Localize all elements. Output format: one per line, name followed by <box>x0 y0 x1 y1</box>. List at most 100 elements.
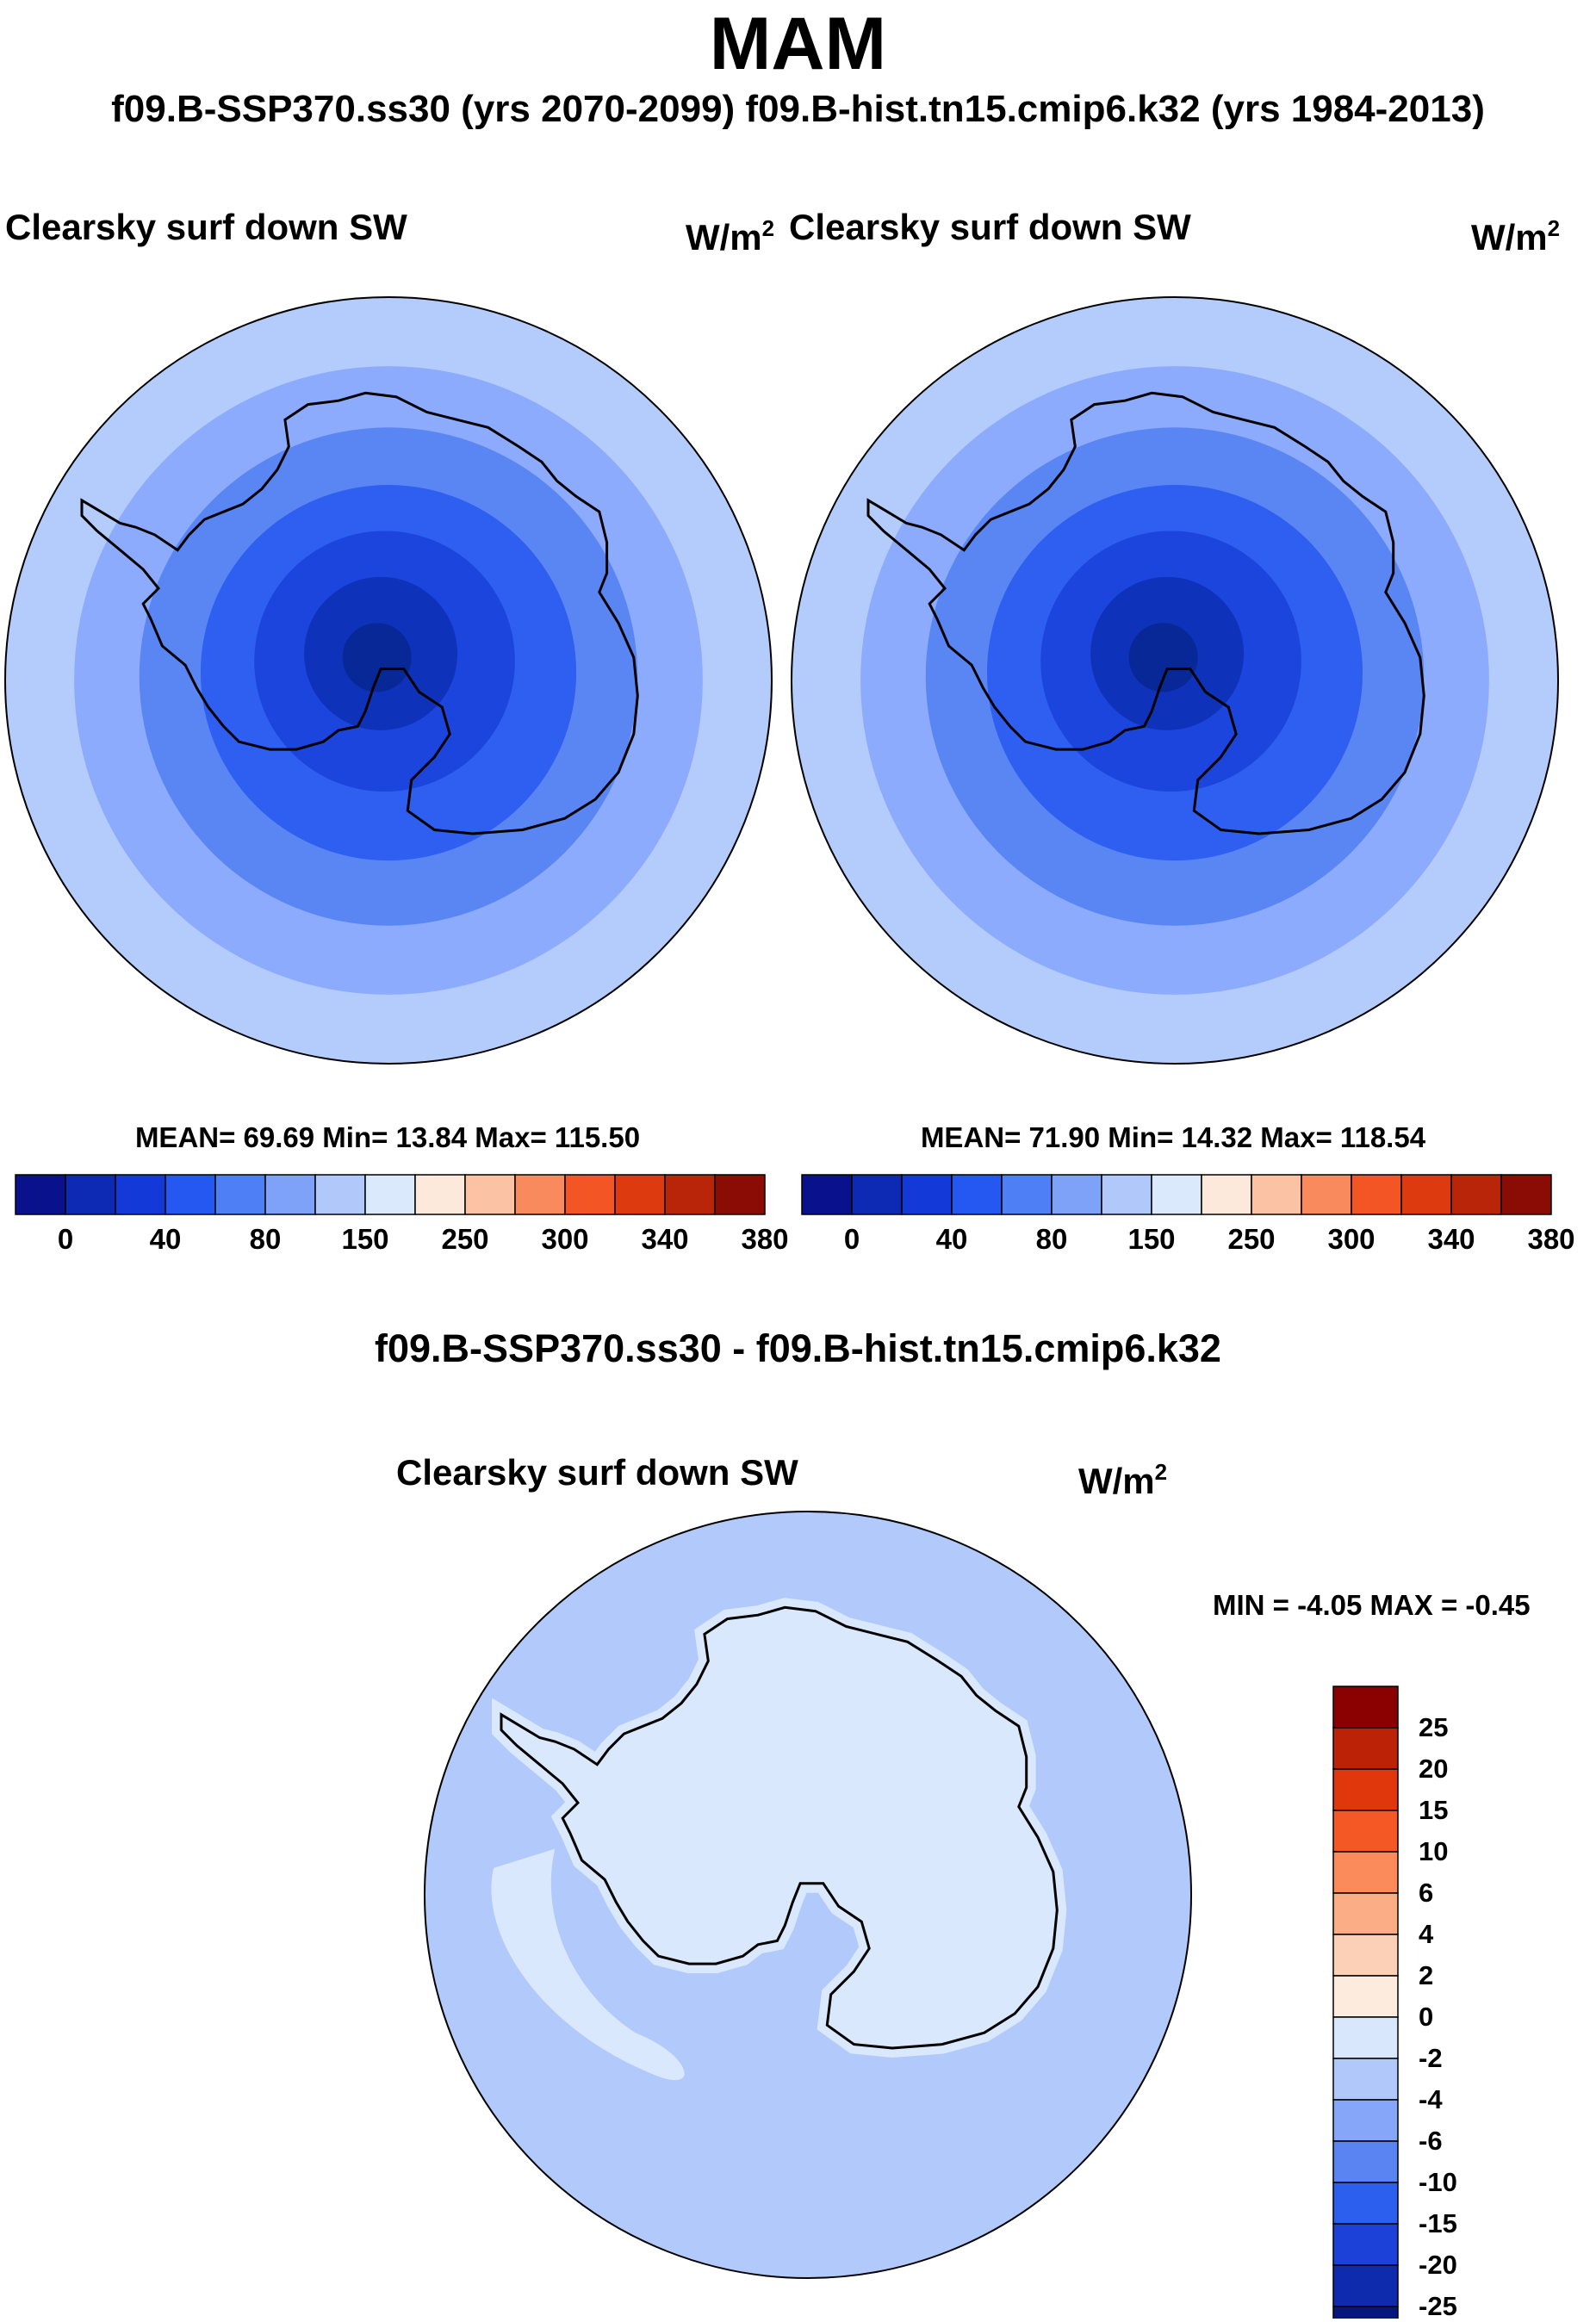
colorbar-tick-label: -2 <box>1419 2043 1443 2073</box>
colorbar-tick-label: 4 <box>1419 1919 1434 1949</box>
colorbar-tick-label: 300 <box>541 1223 589 1255</box>
colorbar-swatch <box>1450 1174 1502 1215</box>
colorbar-swatch <box>514 1174 566 1215</box>
difference-stats: MIN = -4.05 MAX = -0.45 <box>1213 1589 1531 1621</box>
colorbar-tick-label: 0 <box>843 1223 860 1255</box>
colorbar-swatch <box>1001 1174 1053 1215</box>
panel2-variable-label: Clearsky surf down SW <box>789 207 1191 247</box>
colorbar-swatch <box>1332 1851 1399 1894</box>
contour-band <box>1128 623 1198 692</box>
colorbar-swatch <box>314 1174 366 1215</box>
colorbar-swatch <box>1332 2140 1399 2183</box>
colorbar-swatch <box>364 1174 416 1215</box>
colorbar-swatch <box>464 1174 516 1215</box>
colorbar-tick-label: 150 <box>1127 1223 1176 1255</box>
map-border <box>4 296 773 1065</box>
colorbar-swatch <box>1301 1174 1352 1215</box>
panel1-variable-label: Clearsky surf down SW <box>5 207 407 247</box>
colorbar-swatch <box>414 1174 466 1215</box>
colorbar-swatch <box>214 1174 266 1215</box>
colorbar-tick-label: 80 <box>249 1223 282 1255</box>
colorbar-tick-label: 380 <box>1527 1223 1575 1255</box>
colorbar-tick-label: 0 <box>57 1223 74 1255</box>
colorbar-swatch <box>1051 1174 1102 1215</box>
colorbar-swatch <box>1500 1174 1552 1215</box>
colorbar-swatch <box>15 1174 66 1215</box>
colorbar-swatch <box>264 1174 316 1215</box>
colorbar-tick-label: -25 <box>1419 2291 1457 2321</box>
colorbar-tick-label: 40 <box>935 1223 968 1255</box>
colorbar-tick-label: 150 <box>341 1223 389 1255</box>
difference-colorbar <box>1332 1686 1399 2319</box>
figure-subtitle: f09.B-SSP370.ss30 (yrs 2070-2099) f09.B-… <box>111 88 1485 130</box>
antarctica-coastline <box>80 391 639 835</box>
colorbar-swatch <box>1101 1174 1152 1215</box>
colorbar-tick-label: 80 <box>1035 1223 1068 1255</box>
colorbar-swatch <box>1151 1174 1202 1215</box>
colorbar-tick-label: 340 <box>641 1223 689 1255</box>
antarctica-coastline <box>866 391 1425 835</box>
difference-polar-map <box>424 1511 1192 2279</box>
colorbar-swatch <box>1332 2058 1399 2101</box>
colorbar-swatch <box>115 1174 166 1215</box>
colorbar-tick-label: 340 <box>1427 1223 1475 1255</box>
colorbar-tick-label: 25 <box>1419 1712 1449 1742</box>
colorbar-swatch <box>165 1174 216 1215</box>
colorbar-swatch <box>1351 1174 1402 1215</box>
colorbar-tick-label: -20 <box>1419 2250 1457 2280</box>
panel2-units: W/m2 <box>1471 215 1561 258</box>
difference-title: f09.B-SSP370.ss30 - f09.B-hist.tn15.cmip… <box>375 1326 1221 1370</box>
colorbar-tick-label: 15 <box>1419 1795 1449 1825</box>
colorbar-swatch <box>1332 1975 1399 2018</box>
panel1-colorbar <box>15 1174 766 1215</box>
colorbar-tick-label: 250 <box>1227 1223 1276 1255</box>
colorbar-tick-label: 10 <box>1419 1836 1449 1866</box>
colorbar-tick-label: -15 <box>1419 2208 1457 2238</box>
panel2-stats: MEAN= 71.90 Min= 14.32 Max= 118.54 <box>920 1121 1426 1153</box>
colorbar-swatch <box>901 1174 953 1215</box>
colorbar-swatch <box>714 1174 766 1215</box>
colorbar-tick-label: 40 <box>149 1223 182 1255</box>
colorbar-swatch <box>1332 1686 1399 1729</box>
difference-variable-label: Clearsky surf down SW <box>396 1452 798 1493</box>
colorbar-swatch <box>1332 1892 1399 1935</box>
colorbar-swatch <box>614 1174 666 1215</box>
colorbar-swatch <box>851 1174 903 1215</box>
figure-title: MAM <box>709 3 887 85</box>
colorbar-swatch <box>1400 1174 1452 1215</box>
panel1-polar-map <box>4 296 773 1065</box>
panel1-units: W/m2 <box>686 215 775 258</box>
colorbar-swatch <box>1332 2264 1399 2307</box>
antarctica-coastline <box>500 1605 1059 2050</box>
colorbar-swatch <box>951 1174 1003 1215</box>
colorbar-swatch <box>1332 2016 1399 2059</box>
colorbar-tick-label: -4 <box>1419 2084 1443 2114</box>
panel2-polar-map <box>791 296 1559 1065</box>
colorbar-tick-label: 380 <box>741 1223 789 1255</box>
colorbar-tick-label: 20 <box>1419 1754 1449 1784</box>
weak-anomaly-region <box>491 1848 685 2081</box>
colorbar-tick-label: -10 <box>1419 2167 1457 2197</box>
colorbar-swatch <box>801 1174 853 1215</box>
panel1-stats: MEAN= 69.69 Min= 13.84 Max= 115.50 <box>134 1121 641 1153</box>
contour-band <box>342 623 412 692</box>
difference-units: W/m2 <box>1078 1459 1168 1501</box>
colorbar-swatch <box>1332 2223 1399 2266</box>
map-border <box>791 296 1559 1065</box>
colorbar-swatch <box>65 1174 116 1215</box>
colorbar-swatch <box>1332 2306 1399 2319</box>
colorbar-swatch <box>1332 2182 1399 2225</box>
colorbar-swatch <box>1332 1768 1399 1811</box>
colorbar-swatch <box>1251 1174 1302 1215</box>
colorbar-swatch <box>1201 1174 1252 1215</box>
map-border <box>424 1511 1192 2279</box>
colorbar-swatch <box>664 1174 716 1215</box>
panel2-colorbar <box>801 1174 1552 1215</box>
colorbar-tick-label: 2 <box>1419 1960 1434 1990</box>
colorbar-swatch <box>564 1174 616 1215</box>
colorbar-tick-label: 250 <box>441 1223 489 1255</box>
colorbar-tick-label: 300 <box>1327 1223 1376 1255</box>
colorbar-tick-label: 0 <box>1419 2002 1434 2032</box>
colorbar-swatch <box>1332 2099 1399 2142</box>
